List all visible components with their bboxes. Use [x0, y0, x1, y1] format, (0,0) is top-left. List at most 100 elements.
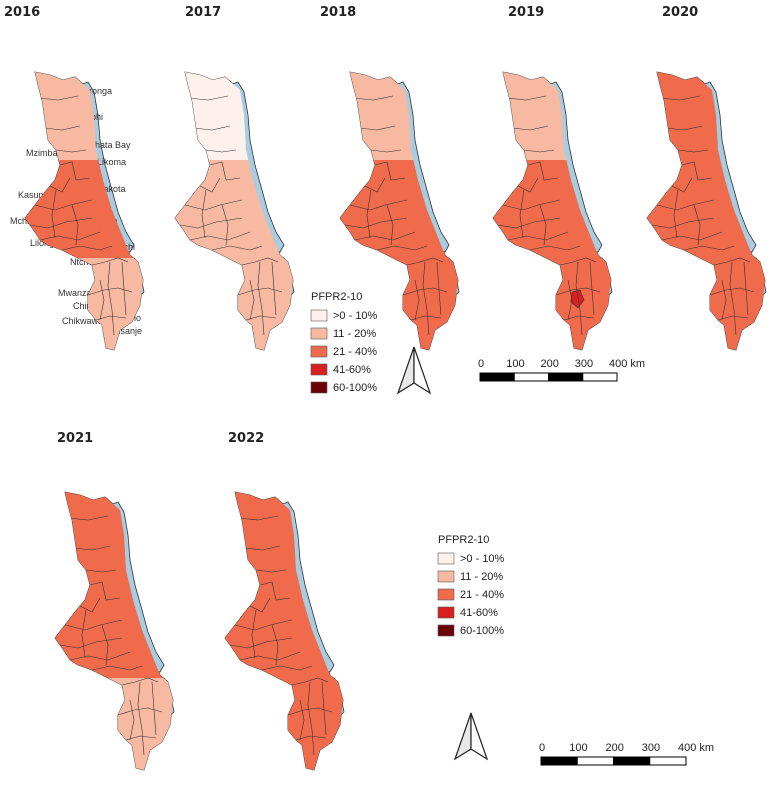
district-boundary [129, 699, 135, 741]
scale-tick: 0 [478, 358, 484, 370]
legend-label: 21 - 40% [460, 589, 504, 601]
legend-swatch [437, 570, 455, 583]
district-fills [647, 72, 765, 350]
district-boundary [61, 245, 113, 251]
district-boundary [187, 95, 229, 101]
district-boundary [374, 161, 406, 181]
district-boundary [717, 315, 749, 321]
district-boundary [71, 204, 79, 246]
district-boundary [137, 681, 145, 756]
district-boundary [251, 609, 257, 659]
district-boundary [539, 204, 547, 246]
district-boundary [502, 199, 561, 211]
scale-tick: 0 [539, 742, 545, 754]
map-year-title: 2018 [320, 5, 356, 20]
district-label: Nkhata Bay [84, 140, 131, 150]
scale-tick: 300 [575, 358, 593, 370]
district-boundary [511, 125, 549, 131]
region-center [225, 580, 343, 678]
region-north [493, 72, 611, 160]
north-arrow-icon [396, 346, 432, 395]
district-boundary [69, 651, 131, 661]
legend-swatch [310, 363, 328, 376]
district-boundary [422, 261, 430, 336]
district-boundary [211, 245, 263, 251]
region-north [647, 72, 765, 160]
region-north [225, 492, 343, 580]
district-boundary [121, 677, 159, 686]
legend-label: >0 - 10% [333, 310, 378, 322]
district-boundary [677, 149, 709, 153]
district-boundary [519, 189, 525, 239]
district-boundary [247, 597, 271, 613]
district-label: Mchinji [10, 216, 38, 226]
region-south [340, 258, 458, 350]
district-boundary [193, 125, 231, 131]
district-boundary [713, 257, 751, 266]
district-boundary [307, 681, 315, 756]
district-boundary [261, 665, 313, 671]
district-boundary [406, 257, 444, 266]
district-boundary [237, 515, 279, 521]
district-boundary [354, 231, 416, 241]
district-boundary [693, 204, 701, 246]
district-boundary [179, 217, 243, 229]
district-boundary [51, 189, 57, 239]
legend-swatch [437, 552, 455, 565]
legend-label: 41-60% [460, 607, 498, 619]
district-boundary [29, 217, 93, 229]
legend-label: 41-60% [333, 364, 371, 376]
district-boundary [386, 204, 394, 246]
district-boundary [201, 189, 207, 239]
district-label: Mzimba [26, 148, 58, 158]
district-boundary [55, 149, 87, 153]
district-boundary [99, 279, 105, 321]
district-boundary [527, 161, 559, 181]
district-fills [225, 492, 343, 770]
district-boundary [77, 597, 101, 613]
district-boundary [362, 177, 386, 193]
region-north [340, 72, 458, 160]
legend-bottom: PFPR2-10 >0 - 10% 11 - 20% 21 - 40% 41-60% 60… [437, 534, 505, 637]
region-center [175, 160, 293, 258]
legend-swatch [310, 345, 328, 358]
legend-label: 60-100% [333, 382, 377, 394]
district-boundary [91, 257, 129, 266]
legend-label: 21 - 40% [333, 346, 377, 358]
scale-bar-top: 0 100 200 300 400 km [478, 358, 645, 382]
district-boundary [73, 545, 111, 551]
region-center [340, 160, 458, 258]
district-boundary [515, 177, 539, 193]
district-boundary [410, 315, 442, 321]
district-boundary [237, 287, 283, 296]
legend-title: PFPR2-10 [438, 534, 489, 546]
region-north [175, 72, 293, 160]
district-boundary [117, 707, 163, 716]
district-boundary [125, 735, 157, 741]
district-boundary [523, 149, 555, 153]
district-boundary [287, 707, 333, 716]
district-boundary [197, 177, 221, 193]
district-boundary [669, 177, 693, 193]
district-boundary [436, 261, 442, 316]
legend-label: 11 - 20% [333, 328, 376, 340]
district-boundary [239, 651, 301, 661]
district-label: Ntcheu [70, 257, 99, 267]
district-label: Chikwawa [62, 316, 103, 326]
legend-label: 11 - 20% [460, 571, 503, 583]
district-boundary [184, 199, 243, 211]
district-boundary [205, 149, 237, 153]
district-boundary [661, 231, 723, 241]
scale-tick: 300 [642, 742, 660, 754]
district-boundary [352, 95, 394, 101]
district-boundary [271, 624, 279, 666]
district-boundary [43, 125, 81, 131]
district-boundary [221, 204, 229, 246]
scale-tick: 400 km [609, 358, 645, 370]
north-arrow-icon [453, 712, 489, 761]
district-boundary [370, 149, 402, 153]
scale-bar-bottom: 0 100 200 300 400 km [539, 742, 714, 766]
legend-label: >0 - 10% [460, 553, 505, 565]
district-boundary [299, 699, 305, 741]
